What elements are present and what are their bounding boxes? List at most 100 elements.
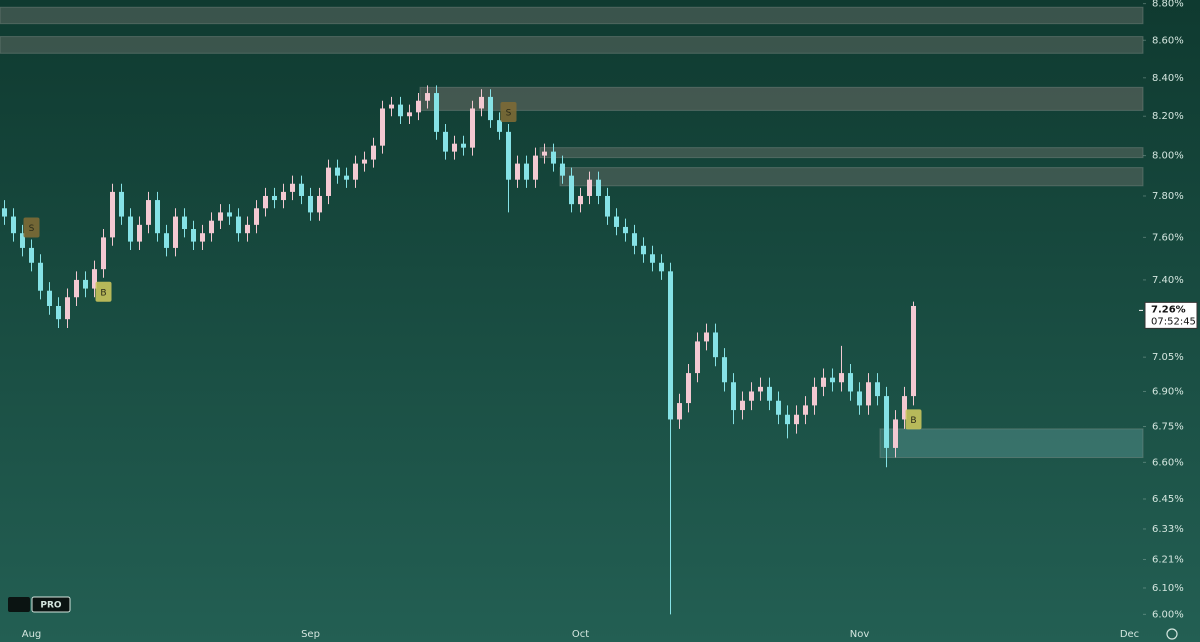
candle-body xyxy=(839,373,844,383)
candle-body xyxy=(155,200,160,234)
candle-body xyxy=(83,279,88,289)
candle-body xyxy=(632,233,637,246)
candle-body xyxy=(290,183,295,192)
candle-body xyxy=(209,220,214,234)
candle-body xyxy=(119,191,124,217)
candle-body xyxy=(38,262,43,291)
candle-body xyxy=(146,200,151,225)
candle-body xyxy=(686,373,691,404)
candle-body xyxy=(641,245,646,255)
x-tick-label: Nov xyxy=(850,629,870,640)
logo-text: PRO xyxy=(40,601,62,611)
candle-body xyxy=(497,120,502,132)
candle-body xyxy=(56,305,61,320)
candle-body xyxy=(326,167,331,196)
candle-body xyxy=(722,357,727,383)
x-tick-label: Oct xyxy=(572,629,589,640)
candle-body xyxy=(173,216,178,248)
candle-body xyxy=(263,195,268,209)
logo: PRO xyxy=(8,596,71,613)
candle-body xyxy=(416,100,421,113)
candle-body xyxy=(29,247,34,263)
candle-body xyxy=(308,195,313,213)
candle-body xyxy=(236,216,241,234)
candle-body xyxy=(11,216,16,234)
candle-body xyxy=(443,131,448,152)
candle-body xyxy=(137,224,142,242)
countdown-label: 07:52:45 xyxy=(1151,316,1196,327)
price-zone xyxy=(0,6,1144,25)
y-tick-label: 7.05% xyxy=(1152,352,1184,363)
candle-body xyxy=(875,382,880,397)
candle-body xyxy=(506,131,511,180)
candle-body xyxy=(2,208,7,217)
candle-body xyxy=(461,143,466,148)
y-tick-label: 8.00% xyxy=(1152,151,1184,162)
candle-body xyxy=(425,93,430,101)
settings-icon[interactable] xyxy=(1166,628,1178,640)
y-tick-label: 6.90% xyxy=(1152,386,1184,397)
candle-body xyxy=(200,233,205,242)
candle-body xyxy=(560,163,565,176)
candle-body xyxy=(299,183,304,196)
candle-body xyxy=(893,419,898,448)
signal-badge xyxy=(95,281,112,302)
candle-body xyxy=(479,96,484,109)
price-zone xyxy=(879,428,1144,459)
candle-body xyxy=(533,155,538,180)
candle-body xyxy=(398,104,403,117)
candle-body xyxy=(110,191,115,238)
candle-body xyxy=(92,269,97,289)
y-tick-label: 7.40% xyxy=(1152,275,1184,286)
candle-body xyxy=(389,104,394,109)
candle-body xyxy=(335,167,340,176)
candle-body xyxy=(551,151,556,164)
candle-body xyxy=(524,163,529,180)
candle-body xyxy=(380,108,385,146)
candle-body xyxy=(803,405,808,415)
y-tick-label: 7.80% xyxy=(1152,191,1184,202)
candle-body xyxy=(659,262,664,272)
signal-label: S xyxy=(29,224,35,234)
gear-icon[interactable] xyxy=(1166,628,1178,640)
candle-body xyxy=(182,216,187,230)
last-price-box xyxy=(1144,301,1198,329)
price-zone xyxy=(419,86,1144,111)
candle-body xyxy=(785,414,790,425)
candle-body xyxy=(614,216,619,227)
candle-body xyxy=(884,396,889,448)
candle-body xyxy=(587,179,592,196)
candle-body xyxy=(353,163,358,180)
candle-body xyxy=(596,179,601,196)
candle-body xyxy=(407,112,412,117)
candle-body xyxy=(605,195,610,217)
candle-body xyxy=(578,195,583,205)
candle-body xyxy=(470,108,475,148)
candle-body xyxy=(542,151,547,156)
candle-body xyxy=(218,212,223,221)
candle-body xyxy=(245,224,250,234)
last-price-label: 7.26% xyxy=(1151,304,1186,315)
candle-body xyxy=(254,208,259,225)
price-zone xyxy=(539,147,1144,159)
candle-body xyxy=(767,386,772,401)
candle-body xyxy=(866,382,871,406)
candle-body xyxy=(344,175,349,180)
x-tick-label: Dec xyxy=(1120,629,1139,640)
candle-body xyxy=(434,93,439,132)
logo-badge xyxy=(31,596,71,613)
y-tick-label: 7.60% xyxy=(1152,232,1184,243)
candle-body xyxy=(776,400,781,415)
candle-body xyxy=(758,386,763,392)
candle-body xyxy=(902,396,907,420)
candle-body xyxy=(740,400,745,411)
logo-mark xyxy=(8,597,30,612)
candle-body xyxy=(749,391,754,401)
candle-body xyxy=(668,271,673,420)
y-tick-label: 6.21% xyxy=(1152,554,1184,565)
candle-body xyxy=(272,195,277,201)
candle-body xyxy=(515,163,520,180)
candle-body xyxy=(677,403,682,420)
